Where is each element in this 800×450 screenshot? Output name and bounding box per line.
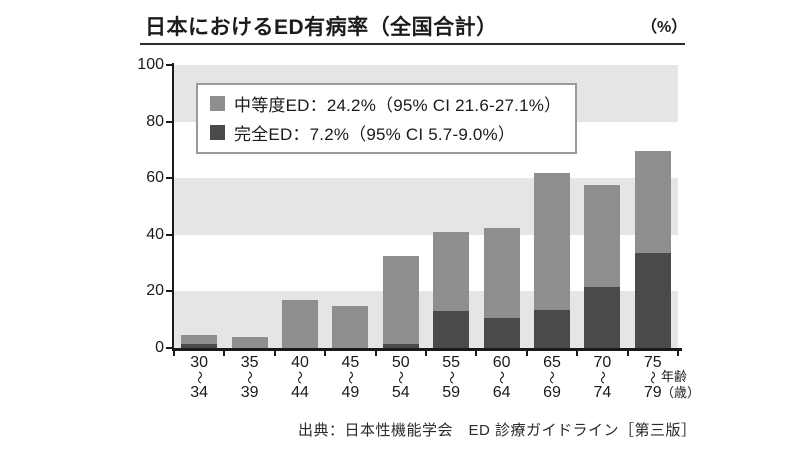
range-wave-dash: 〜	[494, 370, 510, 385]
range-wave-dash: 〜	[645, 370, 661, 385]
bar-complete-segment	[483, 318, 520, 348]
bar-moderate-segment	[433, 231, 470, 312]
y-axis-tick	[166, 347, 172, 349]
x-axis-category-label: 55 〜 59	[426, 354, 476, 401]
age-from: 45	[341, 354, 360, 371]
y-axis-tick-label: 100	[137, 56, 164, 73]
title-underline	[140, 43, 685, 45]
x-axis-category-label: 50 〜 54	[376, 354, 426, 401]
age-to: 59	[442, 384, 461, 401]
x-axis-category-label: 40 〜 44	[275, 354, 325, 401]
age-from: 40	[291, 354, 309, 371]
age-note-line2: （歳）	[661, 385, 701, 400]
age-to: 64	[492, 384, 511, 401]
age-to: 79	[643, 384, 662, 401]
y-axis-tick	[166, 233, 172, 236]
bar-complete-segment	[584, 287, 621, 348]
x-axis-tick	[374, 351, 377, 356]
age-to: 34	[190, 384, 209, 401]
source-caption: 出典：日本性機能学会 ED 診療ガイドライン［第三版］	[298, 422, 697, 439]
range-wave-dash: 〜	[544, 370, 560, 385]
range-wave-dash: 〜	[292, 370, 308, 385]
y-axis-tick-label: 80	[146, 112, 164, 130]
bar-complete-segment	[181, 343, 218, 348]
x-axis-category-label: 35 〜 39	[225, 354, 275, 401]
age-to: 74	[593, 384, 612, 401]
age-from: 65	[543, 354, 561, 371]
bar-complete-segment	[534, 309, 570, 348]
age-note-line1: 年齢	[661, 369, 688, 384]
bar-moderate-segment	[231, 336, 268, 348]
x-axis-line	[172, 348, 682, 351]
y-axis-tick-label: 20	[146, 282, 164, 300]
x-axis-tick	[626, 351, 629, 356]
range-wave-dash: 〜	[191, 370, 207, 385]
x-axis-tick	[425, 351, 427, 356]
y-axis-line	[172, 63, 174, 351]
x-axis-tick	[525, 351, 528, 356]
bar-moderate-segment	[634, 151, 671, 254]
x-axis-category-label: 70 〜 74	[577, 354, 627, 401]
age-from: 70	[593, 354, 612, 371]
bar-moderate-segment	[332, 305, 369, 348]
bar-complete-segment	[634, 253, 671, 348]
age-from: 35	[240, 354, 259, 371]
age-to: 44	[291, 384, 309, 401]
legend-item-complete: 完全ED：7.2%（95% CI 5.7-9.0%）	[210, 120, 561, 145]
bar-moderate-segment	[282, 299, 318, 348]
bar-moderate-segment	[181, 335, 218, 344]
x-axis-category-label: 30 〜 34	[174, 354, 224, 401]
x-axis-tick	[324, 351, 327, 356]
x-axis-tick	[677, 351, 679, 356]
bar-moderate-segment	[584, 185, 621, 288]
legend-box: 中等度ED：24.2%（95% CI 21.6-27.1%） 完全ED：7.2%…	[196, 83, 578, 154]
y-axis-tick-label: 40	[146, 225, 164, 243]
x-axis-tick	[273, 351, 276, 356]
complete-ed-swatch-icon	[210, 125, 225, 140]
percent-unit-label: （%）	[641, 19, 688, 36]
age-to: 49	[341, 384, 360, 401]
y-axis-tick-label: 60	[146, 169, 164, 187]
range-wave-dash: 〜	[342, 370, 358, 385]
y-axis-tick	[166, 177, 172, 180]
age-from: 75	[643, 354, 662, 371]
bar-moderate-segment	[483, 227, 520, 319]
legend-label-moderate: 中等度ED：24.2%（95% CI 21.6-27.1%）	[234, 96, 562, 115]
age-to: 54	[391, 384, 410, 401]
bar-complete-segment	[382, 343, 419, 348]
bar-moderate-segment	[382, 256, 419, 344]
chart-title: 日本におけるED有病率（全国合計）	[145, 16, 498, 39]
x-axis-tick	[173, 351, 175, 356]
range-wave-dash: 〜	[443, 370, 459, 385]
y-axis-tick	[166, 290, 172, 293]
x-axis-tick	[223, 351, 226, 356]
x-axis-category-label: 60 〜 64	[477, 354, 527, 401]
range-wave-dash: 〜	[393, 370, 409, 385]
x-axis-tick	[475, 351, 478, 356]
y-axis-tick	[166, 64, 172, 66]
range-wave-dash: 〜	[594, 370, 610, 385]
y-axis-tick	[166, 120, 172, 123]
legend-item-moderate: 中等度ED：24.2%（95% CI 21.6-27.1%）	[210, 91, 561, 116]
age-from: 50	[391, 354, 410, 371]
x-axis-category-label: 65 〜 69	[527, 354, 577, 401]
age-to: 69	[543, 384, 561, 401]
age-to: 39	[240, 384, 259, 401]
age-from: 60	[492, 354, 511, 371]
bar-complete-segment	[433, 311, 470, 348]
bar-moderate-segment	[534, 172, 570, 310]
age-axis-unit-label: 年齢 （歳）	[661, 369, 700, 401]
x-axis-tick	[576, 351, 579, 356]
x-axis-category-label: 75 〜 79	[628, 354, 678, 401]
x-axis-category-label: 45 〜 49	[325, 354, 375, 401]
age-from: 30	[190, 354, 209, 371]
range-wave-dash: 〜	[242, 370, 258, 385]
y-axis-tick-label: 0	[155, 339, 164, 356]
moderate-ed-swatch-icon	[210, 96, 225, 111]
age-from: 55	[442, 354, 461, 371]
legend-label-complete: 完全ED：7.2%（95% CI 5.7-9.0%）	[234, 125, 516, 144]
